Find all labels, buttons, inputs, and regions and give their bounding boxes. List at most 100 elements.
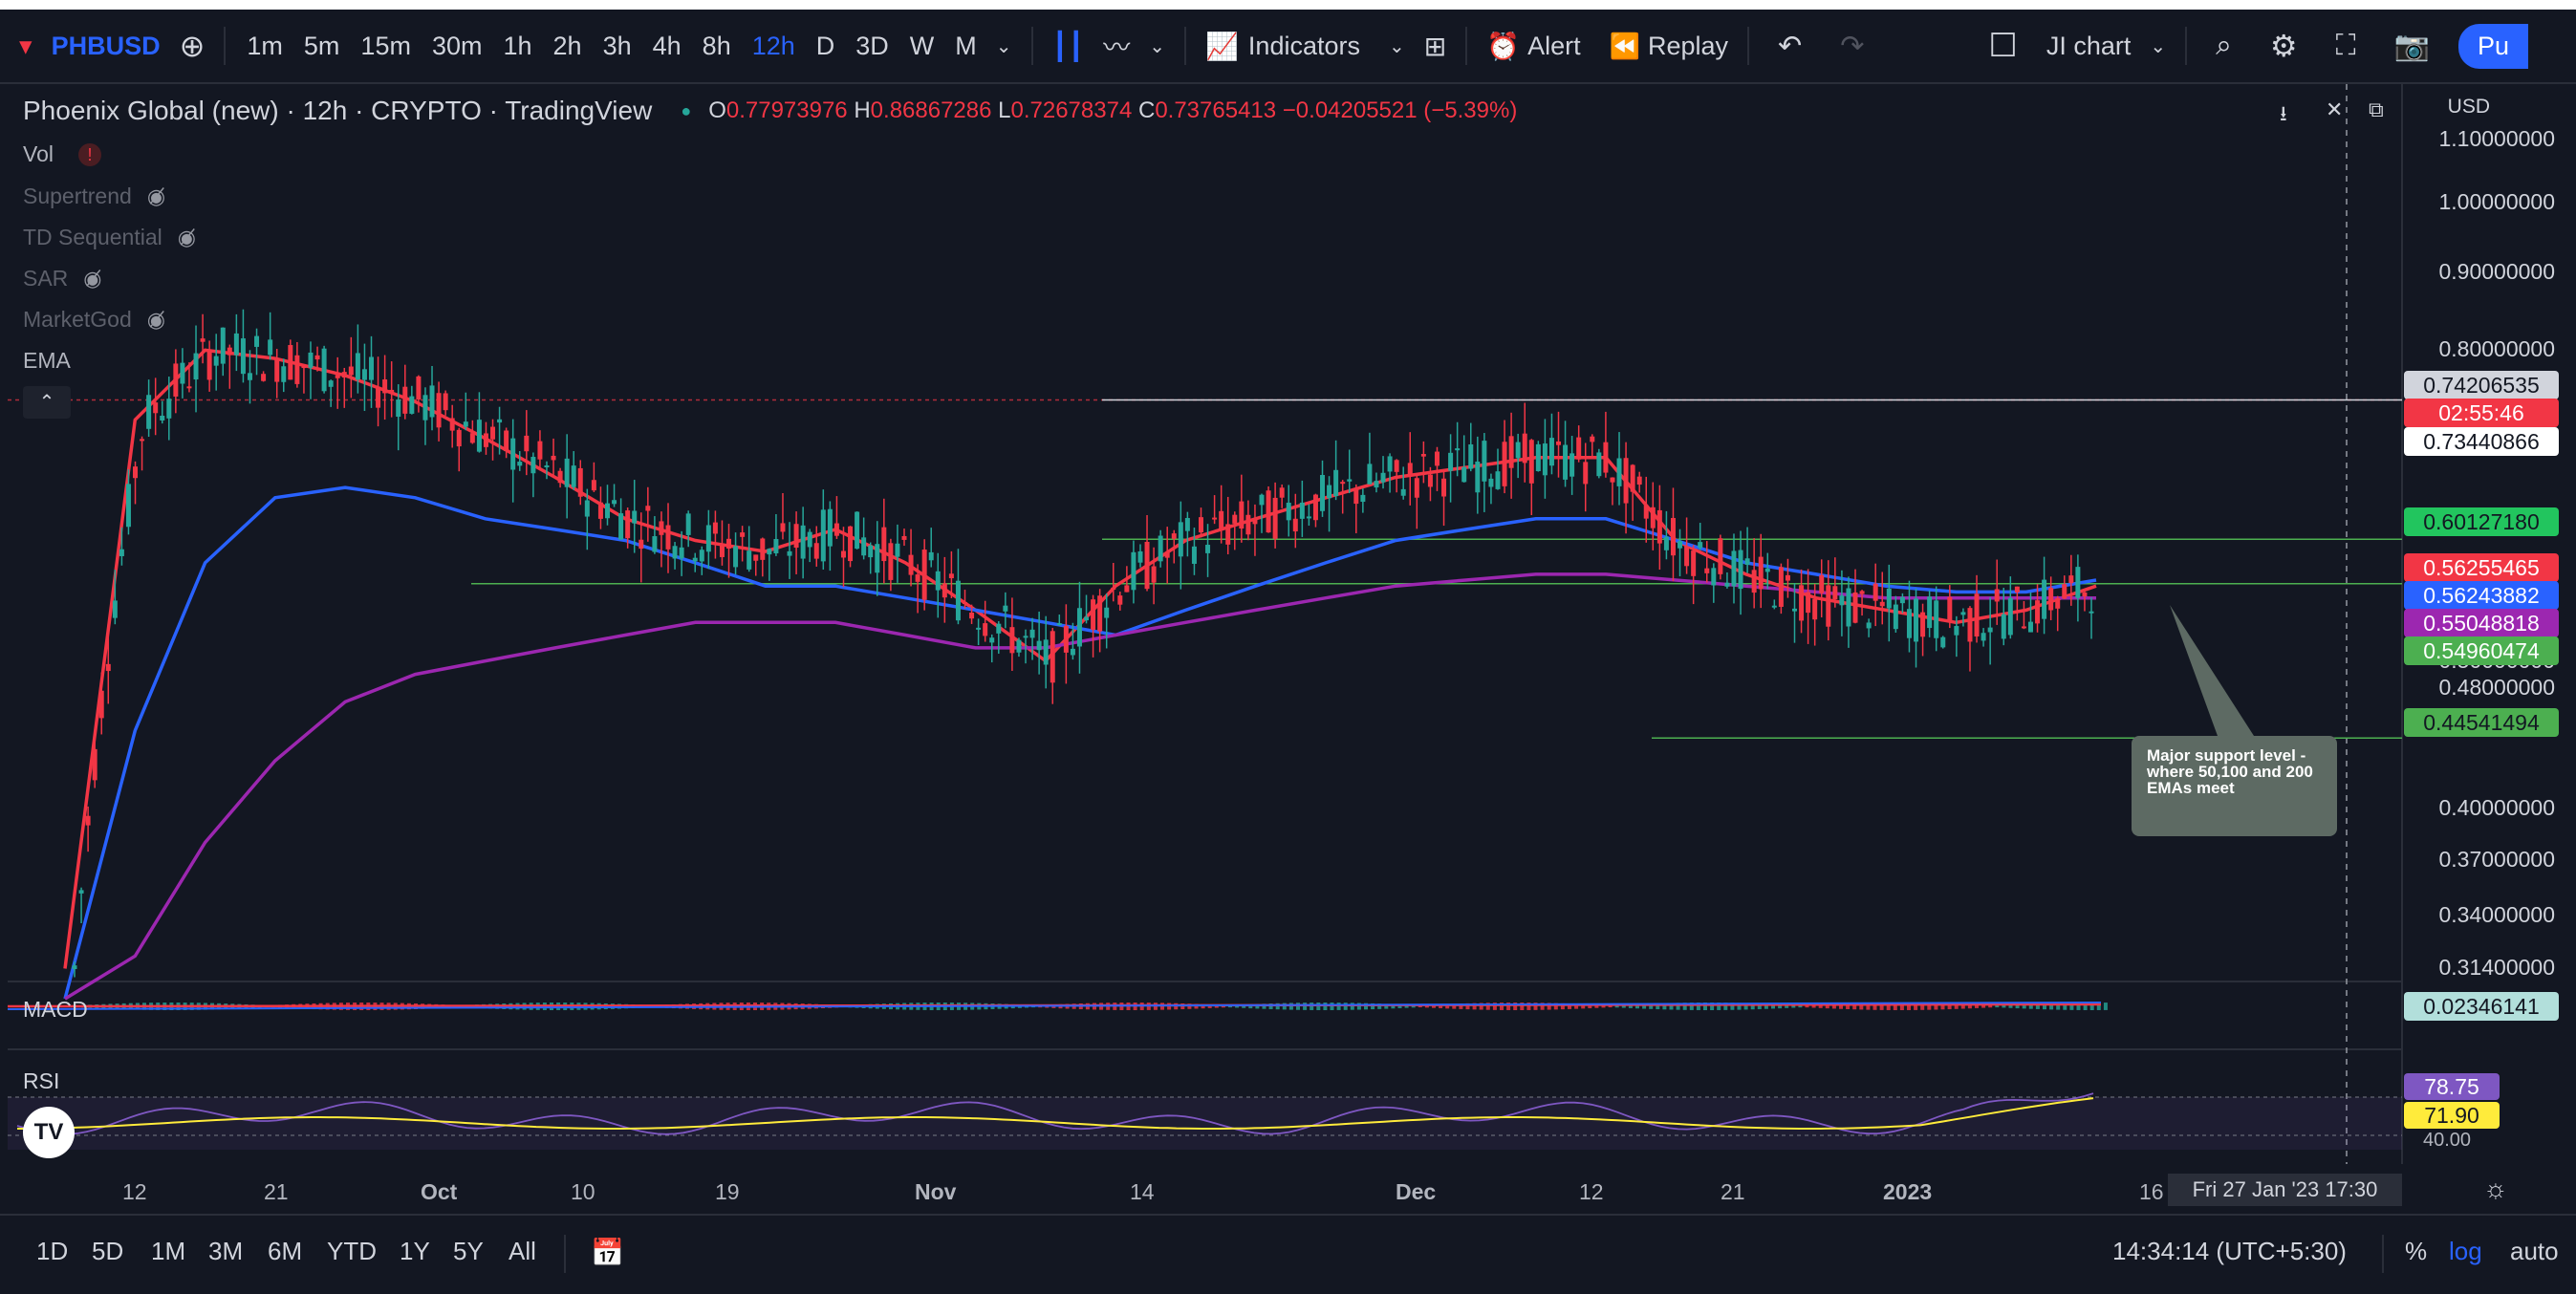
range-5D[interactable]: 5D [92,1237,124,1265]
indicator-label: Supertrend [23,183,132,208]
add-symbol-icon[interactable]: ⊕ [179,29,206,63]
timeframe-W[interactable]: W [909,31,935,60]
layout-dropdown-icon[interactable]: ⌄ [2150,35,2167,57]
indicators-icon[interactable]: 📈 [1205,31,1239,61]
camera-snapshot-icon[interactable]: 📷 [2393,30,2430,62]
range-3M[interactable]: 3M [208,1237,244,1265]
candle-body [2082,592,2088,597]
line-chart-type-icon[interactable]: 〰 [1103,32,1131,62]
candle-body [422,395,428,421]
macd-histogram-bar [1696,1003,1700,1010]
layout-name-button[interactable]: JI chart [2046,31,2132,60]
search-icon[interactable]: ⌕ [2216,30,2232,61]
timeframe-1h[interactable]: 1h [503,31,532,60]
candle-body [1353,487,1359,505]
replay-rewind-icon[interactable]: ⏪ [1609,31,1640,60]
indicator-ema[interactable]: EMA [23,348,71,374]
timeframe-5m[interactable]: 5m [303,31,340,60]
macd-histogram-bar [1384,1003,1389,1009]
macd-histogram-bar [1356,1003,1361,1010]
hidden-eye-icon[interactable]: ◉̸ [177,225,196,249]
indicator-vol[interactable]: Vol ! [23,141,101,167]
hidden-eye-icon[interactable]: ◉̸ [146,183,166,208]
indicator-sar[interactable]: SAR ◉̸ [23,266,102,291]
range-1M[interactable]: 1M [151,1237,186,1265]
fullscreen-icon[interactable]: ⛶ [2335,30,2356,61]
timeframe-M[interactable]: M [955,31,977,60]
open-label: O [708,97,726,123]
window-top-band [0,0,2576,10]
indicator-supertrend[interactable]: Supertrend ◉̸ [23,183,165,209]
timeframe-4h[interactable]: 4h [652,31,682,60]
open-value: 0.77973976 [725,97,848,123]
macd-histogram-bar [1743,1003,1748,1010]
timeframe-12h[interactable]: 12h [751,31,795,60]
indicator-td-sequential[interactable]: TD Sequential ◉̸ [23,225,196,250]
range-All[interactable]: All [509,1237,536,1265]
candles-chart-type-icon[interactable]: ┃┃ [1051,31,1085,61]
chart-settings-icon[interactable]: ☼ [2483,1174,2508,1203]
clock-timezone[interactable]: 14:34:14 (UTC+5:30) [2112,1237,2347,1265]
settings-gear-icon[interactable]: ⚙ [2269,29,2298,63]
chart-area[interactable] [7,84,2576,1164]
macd-histogram-bar [1513,1003,1518,1010]
publish-button[interactable]: Pu [2457,23,2528,69]
candle-body [1104,607,1110,618]
log-scale-toggle[interactable]: log [2449,1237,2482,1265]
timeframe-1m[interactable]: 1m [247,31,283,60]
range-1D[interactable]: 1D [36,1237,69,1265]
replay-button[interactable]: Replay [1648,31,1729,60]
price-chart-svg[interactable] [7,84,2576,1164]
timeframe-3D[interactable]: 3D [855,31,889,60]
macd-histogram-bar [2028,1003,2033,1009]
candle-body [78,890,84,894]
alert-button[interactable]: Alert [1527,31,1581,60]
candle-body [740,532,746,537]
macd-histogram-bar [1479,1003,1483,1010]
range-5Y[interactable]: 5Y [453,1237,484,1265]
auto-scale-toggle[interactable]: auto [2510,1237,2559,1265]
templates-grid-icon[interactable]: ⊞ [1423,31,1447,61]
indicator-marketgod[interactable]: MarketGod ◉̸ [23,307,165,333]
range-YTD[interactable]: YTD [327,1237,377,1265]
alert-clock-icon[interactable]: ⏰ [1486,31,1521,61]
timeframe-dropdown-icon[interactable]: ⌄ [995,35,1012,57]
candle-body [1636,476,1642,485]
undo-icon[interactable]: ↶ [1778,30,1803,62]
tradingview-logo[interactable]: TV [23,1107,75,1158]
candle-body [793,524,799,549]
maximize-pane-icon[interactable]: ⧉ [2369,97,2384,121]
timeframe-3h[interactable]: 3h [602,31,632,60]
range-6M[interactable]: 6M [268,1237,303,1265]
support-annotation[interactable]: Major support level - where 50,100 and 2… [2132,736,2337,836]
timeframe-D[interactable]: D [815,31,835,60]
timeframe-8h[interactable]: 8h [702,31,731,60]
candle-body [1528,440,1534,484]
change-value: −0.04205521 (−5.39%) [1282,97,1518,123]
symbol-search-button[interactable]: PHBUSD [51,31,161,60]
chart-type-dropdown-icon[interactable]: ⌄ [1149,35,1166,57]
timeframe-15m[interactable]: 15m [360,31,411,60]
timeframe-2h[interactable]: 2h [552,31,582,60]
scroll-down-icon[interactable]: ⭳ [2280,101,2287,125]
candle-body [1279,487,1285,498]
currency-button[interactable]: USD [2447,96,2490,118]
price-axis-tick: 1.10000000 [2438,126,2555,152]
date-axis-tick: 21 [264,1179,289,1204]
candle-body [1056,623,1062,626]
range-1Y[interactable]: 1Y [400,1237,430,1265]
candle-body [146,395,152,429]
hidden-eye-icon[interactable]: ◉̸ [146,307,165,332]
hidden-eye-icon[interactable]: ◉̸ [83,266,102,291]
timeframe-30m[interactable]: 30m [431,31,483,60]
indicators-button[interactable]: Indicators [1247,31,1360,60]
layout-square-icon[interactable]: ☐ [1988,28,2018,64]
collapse-icon[interactable]: ✕ [2326,97,2344,121]
goto-date-icon[interactable]: 📅 [591,1238,624,1267]
indicators-dropdown-icon[interactable]: ⌄ [1388,35,1405,57]
redo-icon[interactable]: ↷ [1840,30,1865,62]
collapse-legend-button[interactable]: ⌃ [23,386,71,419]
candle-body [1448,452,1454,471]
candle-body [456,429,462,447]
percent-scale-toggle[interactable]: % [2405,1237,2428,1265]
